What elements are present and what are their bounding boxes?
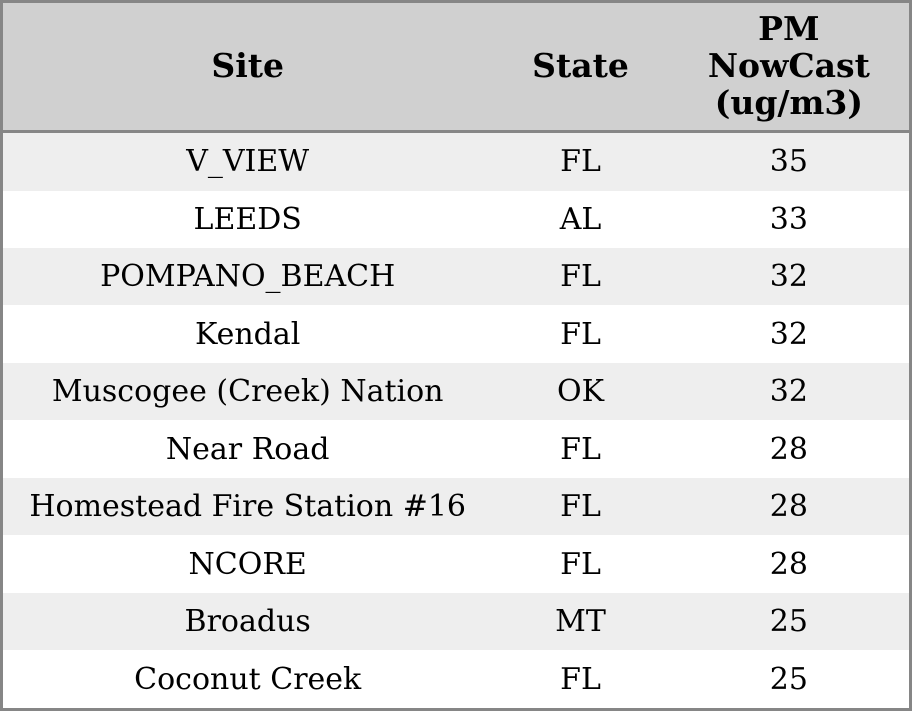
table-row: LEEDS AL 33 <box>1 190 911 248</box>
state-cell: FL <box>560 489 601 525</box>
table-row: Broadus MT 25 <box>1 592 911 651</box>
table-row: Coconut Creek FL 25 <box>1 650 911 710</box>
site-cell: Homestead Fire Station #16 <box>29 489 467 525</box>
table-row: NCORE FL 28 <box>1 535 911 593</box>
state-cell: FL <box>560 546 601 582</box>
pm-value-cell: 28 <box>769 431 808 467</box>
state-cell: FL <box>560 316 601 352</box>
pm-value-cell: 32 <box>769 259 808 295</box>
pm-value-cell: 28 <box>769 489 808 525</box>
state-cell: AL <box>559 201 602 237</box>
table-row: POMPANO_BEACH FL 32 <box>1 247 911 306</box>
site-cell: Muscogee (Creek) Nation <box>51 374 444 410</box>
site-cell: V_VIEW <box>186 144 310 180</box>
table-row: V_VIEW FL 35 <box>1 131 911 191</box>
column-header-site: Site <box>1 1 493 133</box>
table-row: Muscogee (Creek) Nation OK 32 <box>1 362 911 421</box>
header-row: Site State PM NowCast (ug/m3) <box>1 1 911 133</box>
pm-value-cell: 28 <box>769 546 808 582</box>
pm-value-cell: 25 <box>769 661 808 697</box>
column-header-pm-nowcast: PM NowCast (ug/m3) <box>668 1 911 133</box>
table-row: Kendal FL 32 <box>1 305 911 363</box>
state-cell: FL <box>560 431 601 467</box>
site-cell: NCORE <box>188 546 307 582</box>
table-row: Homestead Fire Station #16 FL 28 <box>1 477 911 536</box>
site-cell: Kendal <box>194 316 301 352</box>
site-cell: Broadus <box>184 604 311 640</box>
pm-value-cell: 25 <box>769 604 808 640</box>
pm-value-cell: 35 <box>769 144 808 180</box>
column-header-pm-line-1: PM <box>758 9 820 49</box>
state-cell: OK <box>557 374 605 410</box>
site-cell: POMPANO_BEACH <box>100 259 396 295</box>
state-cell: FL <box>560 144 601 180</box>
column-header-state: State <box>492 1 669 133</box>
column-header-pm-line-3: (ug/m3) <box>714 82 863 122</box>
state-cell: FL <box>560 259 601 295</box>
site-cell: LEEDS <box>193 201 302 237</box>
state-cell: FL <box>560 661 601 697</box>
site-cell: Coconut Creek <box>134 661 362 697</box>
column-header-pm-line-2: NowCast <box>707 46 870 86</box>
state-cell: MT <box>555 604 606 640</box>
table-row: Near Road FL 28 <box>1 420 911 478</box>
pm-value-cell: 32 <box>769 374 808 410</box>
site-cell: Near Road <box>165 431 330 467</box>
pm-value-cell: 32 <box>769 316 808 352</box>
pm-value-cell: 33 <box>769 201 808 237</box>
